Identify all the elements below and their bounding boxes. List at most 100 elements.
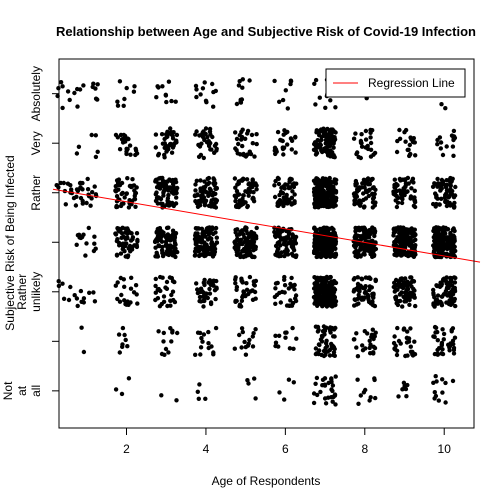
- data-point: [81, 349, 87, 355]
- data-point: [353, 249, 358, 255]
- data-point: [372, 226, 377, 232]
- data-point: [286, 231, 292, 236]
- data-point: [213, 296, 218, 302]
- data-point: [156, 329, 161, 334]
- data-point: [201, 304, 206, 309]
- data-point: [244, 177, 250, 182]
- data-point: [395, 325, 400, 331]
- data-point: [372, 303, 378, 309]
- data-point: [313, 77, 319, 83]
- data-point: [164, 233, 170, 238]
- data-point: [353, 131, 358, 136]
- data-point: [362, 226, 368, 231]
- data-point: [86, 225, 92, 231]
- data-point: [441, 331, 447, 337]
- y-tick-label: Very: [29, 131, 43, 155]
- data-point: [246, 231, 252, 237]
- data-point: [316, 327, 321, 333]
- data-point: [199, 237, 205, 243]
- data-point: [398, 298, 403, 304]
- data-point: [409, 242, 414, 247]
- data-point: [211, 181, 216, 186]
- data-point: [356, 301, 361, 306]
- data-point: [204, 140, 210, 145]
- x-tick-label: 4: [203, 442, 210, 456]
- data-point: [129, 184, 134, 190]
- data-point: [314, 280, 319, 285]
- data-point: [163, 93, 169, 98]
- data-point: [132, 84, 137, 89]
- data-point: [327, 275, 333, 280]
- data-point: [288, 136, 294, 141]
- data-point: [372, 334, 377, 339]
- data-point: [233, 130, 238, 135]
- data-point: [115, 99, 120, 104]
- data-point: [367, 249, 373, 254]
- data-point: [371, 291, 376, 296]
- data-point: [403, 181, 409, 186]
- data-point: [449, 283, 455, 288]
- data-point: [198, 352, 203, 357]
- data-point: [193, 352, 198, 357]
- data-point: [363, 128, 369, 134]
- data-point: [313, 381, 318, 386]
- data-point: [280, 289, 285, 295]
- data-point: [323, 228, 328, 233]
- plot-frame: [58, 58, 475, 429]
- data-point: [432, 334, 437, 340]
- data-point: [327, 243, 332, 248]
- data-point: [170, 142, 175, 147]
- data-point: [290, 189, 295, 194]
- data-point: [450, 144, 456, 149]
- data-point: [81, 83, 86, 88]
- data-point: [58, 180, 63, 186]
- data-point: [354, 181, 359, 186]
- data-point: [284, 330, 289, 335]
- data-point: [121, 277, 127, 282]
- data-point: [400, 285, 406, 291]
- data-point: [367, 187, 372, 192]
- data-point: [158, 181, 164, 187]
- data-point: [246, 193, 251, 198]
- data-point: [63, 202, 68, 207]
- data-point: [249, 132, 255, 138]
- data-point: [125, 146, 130, 152]
- data-point: [328, 253, 333, 258]
- data-point: [453, 303, 458, 309]
- data-point: [395, 287, 400, 292]
- data-point: [204, 291, 209, 296]
- data-point: [329, 387, 334, 392]
- data-point: [115, 135, 121, 140]
- data-point: [402, 386, 407, 391]
- data-point: [318, 246, 323, 251]
- data-point: [65, 89, 71, 94]
- data-point: [273, 234, 278, 239]
- data-point: [134, 231, 140, 236]
- data-point: [356, 226, 361, 232]
- data-point: [153, 132, 159, 137]
- data-point: [363, 137, 369, 142]
- data-point: [281, 152, 286, 157]
- data-point: [60, 281, 65, 286]
- data-point: [323, 349, 329, 354]
- data-point: [280, 146, 286, 152]
- data-point: [91, 81, 96, 86]
- data-point: [391, 191, 396, 197]
- data-point: [209, 198, 214, 203]
- data-point: [168, 202, 173, 207]
- data-point: [198, 92, 203, 97]
- data-point: [363, 284, 368, 289]
- data-point: [355, 377, 360, 382]
- data-point: [312, 81, 317, 87]
- data-point: [410, 139, 416, 145]
- data-point: [355, 354, 361, 359]
- data-point: [398, 229, 403, 234]
- data-point: [440, 377, 445, 382]
- data-point: [78, 288, 84, 294]
- data-point: [72, 90, 77, 96]
- data-point: [392, 334, 397, 339]
- data-point: [252, 376, 257, 381]
- data-point: [123, 337, 128, 343]
- data-point: [325, 297, 330, 302]
